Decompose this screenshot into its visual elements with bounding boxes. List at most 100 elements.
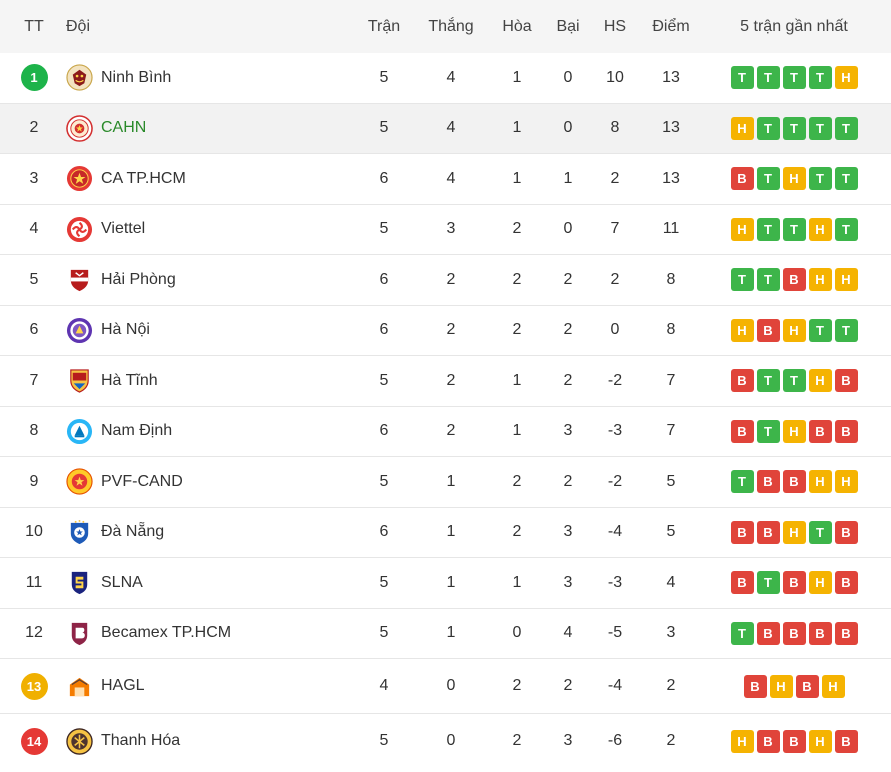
form-badge-loss: B	[756, 729, 780, 753]
form-badge-loss: B	[756, 318, 780, 342]
form-badge-win: T	[808, 66, 832, 90]
goal-difference-cell: -3	[607, 573, 623, 591]
team-name-link[interactable]: CA TP.HCM	[101, 169, 186, 187]
team-name-link[interactable]: Hà Tĩnh	[101, 371, 158, 389]
team-name-link[interactable]: PVF-CAND	[101, 472, 183, 490]
rank-number: 7	[29, 371, 39, 389]
header-played[interactable]: Trận	[367, 17, 401, 35]
rank-cell: 6	[11, 306, 57, 356]
hai-phong-logo	[66, 266, 93, 293]
team-name-link[interactable]: Viettel	[101, 220, 146, 238]
wins-cell: 2	[446, 422, 456, 440]
team-cell[interactable]: Hà Tĩnh	[66, 356, 356, 406]
header-team[interactable]: Đội	[66, 17, 91, 35]
header-points[interactable]: Điểm	[652, 17, 690, 35]
team-cell[interactable]: HAGL	[66, 659, 356, 713]
points-cell: 4	[666, 573, 676, 591]
table-row[interactable]: 5 Hải Phòng 6 2 2 2 2 8 T T B H H	[0, 255, 891, 306]
team-cell[interactable]: SLNA	[66, 558, 356, 608]
team-name-link[interactable]: Hải Phòng	[101, 270, 176, 288]
cahn-logo	[66, 114, 93, 142]
points-cell: 5	[666, 523, 676, 541]
ha-tinh-logo	[66, 367, 93, 394]
form-badge-loss: B	[782, 571, 806, 595]
table-row[interactable]: 11 SLNA 5 1 1 3 -3 4 B T B H B	[0, 558, 891, 609]
form-badge-draw: H	[769, 674, 793, 698]
team-cell[interactable]: CAHN	[66, 104, 356, 154]
form-badge-win: T	[756, 116, 780, 140]
team-name-link[interactable]: Becamex TP.HCM	[101, 624, 232, 642]
team-name-link[interactable]: CAHN	[101, 119, 147, 137]
table-row[interactable]: 7 Hà Tĩnh 5 2 1 2 -2 7 B T T H B	[0, 356, 891, 407]
form-badge-draw: H	[808, 571, 832, 595]
table-row[interactable]: 3 CA TP.HCM 6 4 1 1 2 13 B T H T T	[0, 154, 891, 205]
team-cell[interactable]: Thanh Hóa	[66, 714, 356, 768]
form-badge-win: T	[782, 116, 806, 140]
rank-cell: 14	[11, 714, 57, 768]
played-cell: 5	[379, 732, 389, 749]
form-badge-loss: B	[834, 419, 858, 443]
form-badge-win: T	[730, 66, 754, 90]
team-name-link[interactable]: HAGL	[101, 677, 145, 694]
team-cell[interactable]: Hà Nội	[66, 306, 356, 356]
header-rank[interactable]: TT	[24, 17, 44, 35]
table-row[interactable]: 6 Hà Nội 6 2 2 2 0 8 H B H T T	[0, 306, 891, 356]
form-badge-draw: H	[834, 470, 858, 494]
team-cell[interactable]: CA TP.HCM	[66, 154, 356, 204]
table-row[interactable]: 1 Ninh Bình 5 4 1 0 10 13 T T T T H	[0, 53, 891, 104]
team-cell[interactable]: Viettel	[66, 205, 356, 255]
header-wins[interactable]: Thắng	[428, 17, 474, 35]
team-cell[interactable]: Đà Nẵng	[66, 508, 356, 558]
form-badge-loss: B	[782, 470, 806, 494]
table-row[interactable]: 9 PVF-CAND 5 1 2 2 -2 5 T B B H H	[0, 457, 891, 508]
form-badge-draw: H	[834, 66, 858, 90]
goal-difference-cell: -2	[607, 472, 623, 490]
table-row[interactable]: 8 Nam Định 6 2 1 3 -3 7 B T H B B	[0, 407, 891, 457]
team-name-link[interactable]: Thanh Hóa	[101, 732, 181, 749]
team-name-link[interactable]: Đà Nẵng	[101, 523, 165, 541]
table-row[interactable]: 13 HAGL 4 0 2 2 -4 2 B H B H	[0, 659, 891, 714]
rank-number: 8	[29, 422, 39, 440]
header-goal-difference[interactable]: HS	[603, 17, 627, 35]
table-row[interactable]: 14 Thanh Hóa 5 0 2 3 -6 2 H B B H B	[0, 714, 891, 768]
table-row[interactable]: 12 Becamex TP.HCM 5 1 0 4 -5 3 T B B B B	[0, 609, 891, 659]
team-cell[interactable]: Becamex TP.HCM	[66, 609, 356, 659]
team-cell[interactable]: Nam Định	[66, 407, 356, 457]
header-draws[interactable]: Hòa	[502, 17, 532, 35]
goal-difference-cell: -5	[607, 624, 623, 642]
points-cell: 5	[666, 472, 676, 490]
team-name-link[interactable]: Hà Nội	[101, 321, 150, 339]
form-badge-draw: H	[821, 674, 845, 698]
ca-tphcm-logo	[66, 165, 93, 192]
team-name-link[interactable]: Nam Định	[101, 422, 173, 440]
form-badge-win: T	[834, 116, 858, 140]
team-cell[interactable]: Hải Phòng	[66, 255, 356, 305]
rank-number: 2	[29, 119, 39, 137]
goal-difference-cell: 8	[610, 119, 620, 137]
header-losses[interactable]: Bại	[556, 17, 580, 35]
team-cell[interactable]: PVF-CAND	[66, 457, 356, 507]
form-badge-win: T	[756, 66, 780, 90]
played-cell: 5	[379, 624, 389, 642]
table-row[interactable]: 2 CAHN 5 4 1 0 8 13 H T T T T	[0, 103, 891, 154]
losses-cell: 2	[563, 677, 573, 694]
team-name-link[interactable]: SLNA	[101, 573, 143, 591]
table-row[interactable]: 4 Viettel 5 3 2 0 7 11 H T T H T	[0, 205, 891, 255]
team-name-link[interactable]: Ninh Bình	[101, 68, 172, 86]
table-row[interactable]: 10 Đà Nẵng 6 1 2 3 -4 5 B B H T B	[0, 508, 891, 558]
slna-logo	[66, 569, 93, 596]
form-badge-win: T	[730, 621, 754, 645]
ninh-binh-logo	[66, 64, 93, 91]
rank-badge: 14	[20, 727, 48, 755]
team-cell[interactable]: Ninh Bình	[66, 53, 356, 103]
played-cell: 5	[379, 472, 389, 490]
rank-cell: 5	[11, 255, 57, 305]
rank-badge: 13	[20, 672, 48, 700]
form-badge-loss: B	[782, 268, 806, 292]
